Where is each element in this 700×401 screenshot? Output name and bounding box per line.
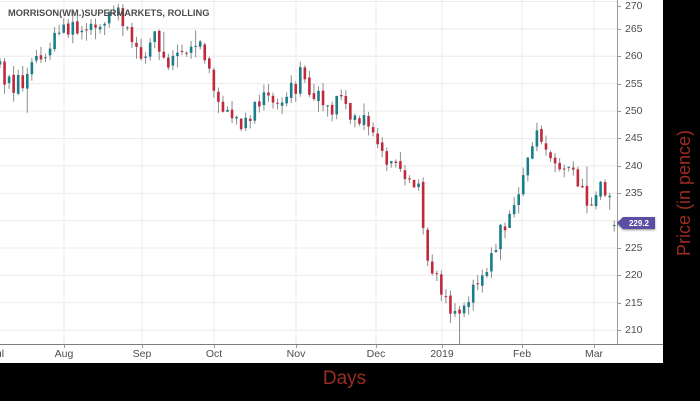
svg-text:229.2: 229.2 <box>629 219 650 228</box>
